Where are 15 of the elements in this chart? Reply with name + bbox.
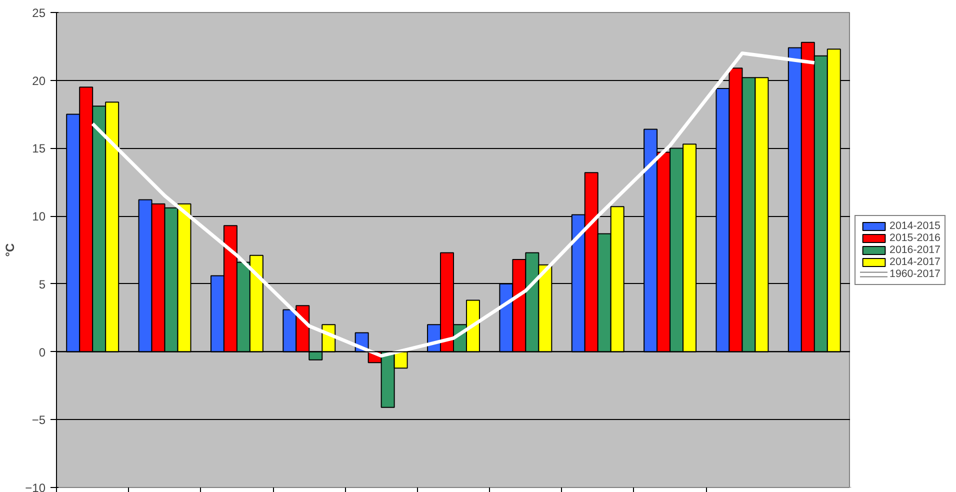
y-tick-label: 20	[32, 74, 46, 88]
legend-label: 2015-2016	[890, 232, 940, 244]
line-series	[90, 51, 816, 358]
legend-label: 2014-2017	[890, 256, 940, 268]
y-tick-label: 15	[32, 142, 46, 156]
y-axis-title: °C	[3, 242, 18, 257]
legend-label: 2016-2017	[890, 244, 940, 256]
y-tick-label: −5	[32, 413, 46, 428]
y-tick-label: 0	[38, 345, 46, 360]
legend-label: 1960-2017	[890, 268, 940, 280]
y-tick-label: 25	[32, 6, 46, 20]
legend-label: 2014-2015	[890, 220, 940, 232]
y-tick-label: 5	[38, 277, 46, 292]
y-tick-label: −10	[25, 481, 46, 492]
y-tick-label: 10	[32, 210, 46, 224]
